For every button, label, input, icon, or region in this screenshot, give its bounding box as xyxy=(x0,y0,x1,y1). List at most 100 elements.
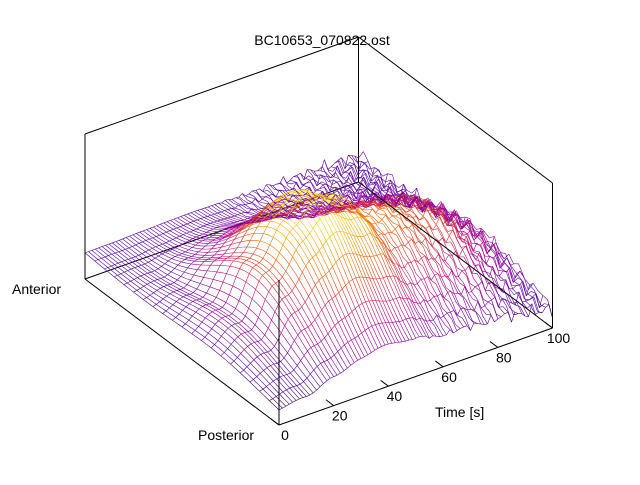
mesh-segment xyxy=(149,290,154,293)
mesh-segment xyxy=(157,278,160,279)
mesh-segment xyxy=(300,398,303,399)
mesh-segment xyxy=(183,257,188,258)
mesh-segment xyxy=(152,287,157,290)
mesh-segment xyxy=(273,396,276,398)
mesh-segment xyxy=(151,282,156,285)
mesh-segment xyxy=(175,268,180,270)
mesh-segment xyxy=(331,251,336,262)
mesh-segment xyxy=(485,306,490,312)
mesh-segment xyxy=(282,384,287,389)
mesh-segment xyxy=(244,200,249,203)
mesh-segment xyxy=(340,335,345,345)
mesh-segment xyxy=(379,220,382,223)
mesh-segment xyxy=(260,234,263,241)
mesh-segment xyxy=(350,297,355,308)
mesh-segment xyxy=(253,268,258,271)
mesh-segment xyxy=(226,295,229,303)
mesh-segment xyxy=(486,256,489,263)
mesh-segment xyxy=(526,300,529,301)
mesh-segment xyxy=(119,239,122,240)
mesh-segment xyxy=(452,256,457,268)
mesh-segment xyxy=(214,213,217,214)
mesh-segment xyxy=(237,247,242,248)
mesh-segment xyxy=(193,301,198,303)
mesh-segment xyxy=(115,253,120,257)
mesh-segment xyxy=(210,211,215,214)
mesh-segment xyxy=(385,232,388,234)
mesh-segment xyxy=(114,248,119,252)
mesh-segment xyxy=(190,253,195,254)
mesh-segment xyxy=(217,221,222,223)
mesh-segment xyxy=(225,200,228,201)
mesh-segment xyxy=(289,264,294,271)
mesh-segment xyxy=(147,228,150,229)
mesh-segment xyxy=(355,306,358,309)
mesh-segment xyxy=(319,354,324,362)
mesh-segment xyxy=(516,285,519,286)
mesh-segment xyxy=(453,331,456,333)
mesh-segment xyxy=(254,360,259,365)
mesh-segment xyxy=(295,238,300,245)
mesh-segment xyxy=(218,305,223,308)
mesh-segment xyxy=(159,256,164,259)
mesh-segment xyxy=(372,325,375,326)
mesh-segment xyxy=(309,258,312,261)
mesh-segment xyxy=(215,225,220,226)
mesh-segment xyxy=(376,244,381,254)
mesh-segment xyxy=(167,294,170,296)
mesh-segment xyxy=(246,282,251,285)
mesh-segment xyxy=(231,275,236,277)
mesh-segment xyxy=(272,373,277,379)
mesh-segment xyxy=(190,260,195,261)
mesh-segment xyxy=(169,239,172,241)
mesh-segment xyxy=(182,327,187,330)
mesh-segment xyxy=(210,231,215,232)
mesh-segment xyxy=(307,378,312,384)
mesh-segment xyxy=(202,231,207,232)
mesh-segment xyxy=(415,310,420,318)
mesh-segment xyxy=(196,300,201,302)
mesh-segment xyxy=(224,218,227,219)
box-edge xyxy=(359,182,553,328)
mesh-segment xyxy=(205,314,208,318)
mesh-segment xyxy=(195,234,200,236)
mesh-segment xyxy=(160,299,163,302)
mesh-segment xyxy=(413,271,418,283)
mesh-segment xyxy=(182,324,185,327)
mesh-segment xyxy=(159,254,162,256)
mesh-segment xyxy=(235,198,240,200)
mesh-segment xyxy=(187,224,192,227)
mesh-segment xyxy=(234,222,237,223)
mesh-segment xyxy=(202,322,207,325)
mesh-segment xyxy=(225,316,230,320)
mesh-segment xyxy=(139,271,144,274)
mesh-segment xyxy=(149,250,154,253)
mesh-segment xyxy=(202,291,207,293)
mesh-segment xyxy=(201,341,206,345)
mesh-segment xyxy=(388,174,393,175)
mesh-segment xyxy=(185,324,190,327)
mesh-segment xyxy=(194,251,199,252)
mesh-segment xyxy=(250,258,255,260)
mesh-segment xyxy=(200,234,203,236)
mesh-segment xyxy=(188,258,193,259)
mesh-segment xyxy=(339,293,344,304)
mesh-segment xyxy=(249,355,254,360)
mesh-segment xyxy=(203,213,208,216)
mesh-segment xyxy=(143,231,148,235)
mesh-segment xyxy=(336,366,341,374)
mesh-segment xyxy=(228,284,233,286)
mesh-segment xyxy=(213,272,216,280)
mesh-segment xyxy=(427,321,430,322)
mesh-segment xyxy=(310,374,315,380)
mesh-segment xyxy=(457,268,462,271)
mesh-segment xyxy=(163,313,168,316)
mesh-segment xyxy=(167,296,172,299)
mesh-segment xyxy=(273,186,278,191)
mesh-segment xyxy=(331,329,336,339)
mesh-segment xyxy=(250,233,253,240)
mesh-segment xyxy=(326,237,329,241)
mesh-segment xyxy=(284,288,289,295)
mesh-segment xyxy=(260,294,265,299)
mesh-segment xyxy=(345,342,348,345)
